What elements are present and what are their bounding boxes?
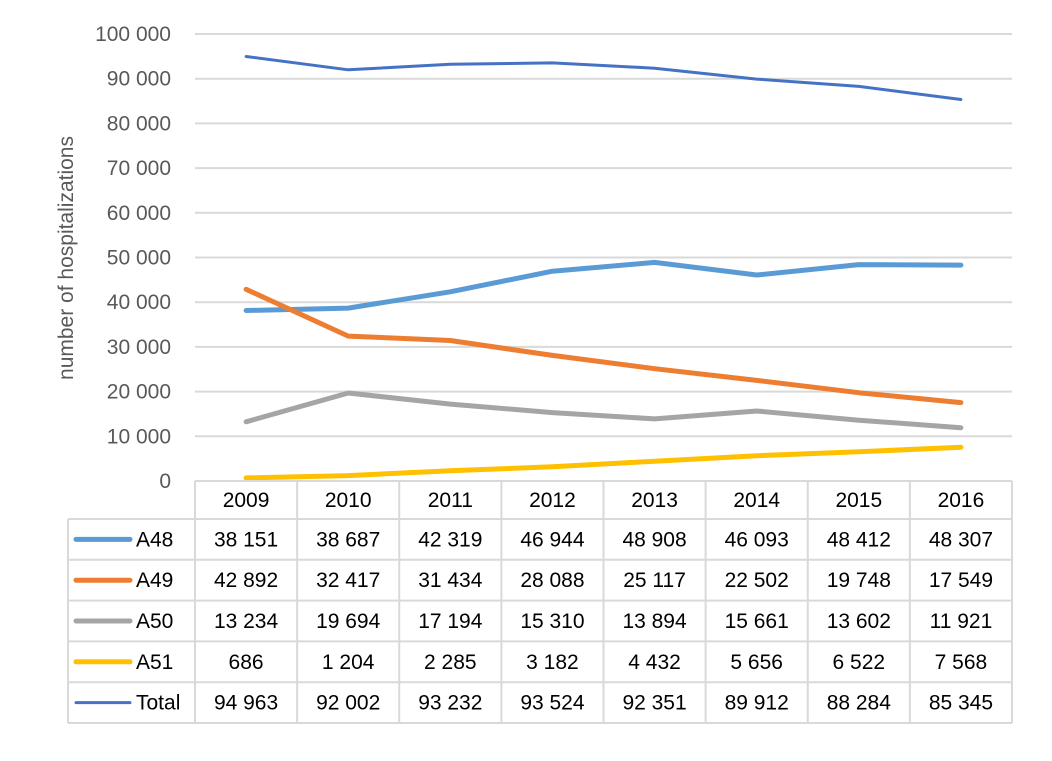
data-table-value: 7 568	[935, 651, 988, 674]
data-table-value: 15 310	[520, 610, 584, 633]
data-table-value: 42 319	[418, 528, 482, 551]
data-table-value: 88 284	[827, 692, 892, 715]
data-table-value: 46 093	[725, 528, 789, 551]
y-tick-label: 0	[159, 470, 171, 493]
data-table-value: 25 117	[623, 569, 686, 592]
x-tick-label: 2011	[428, 489, 473, 512]
x-tick-label: 2013	[631, 489, 678, 512]
data-table-value: 48 307	[929, 528, 993, 551]
series-lines	[243, 55, 964, 481]
data-table-value: 38 687	[316, 528, 380, 551]
data-table-value: 94 963	[214, 692, 278, 715]
y-tick-label: 40 000	[107, 291, 171, 314]
data-table-value: 4 432	[628, 651, 681, 674]
data-table-value: 48 908	[622, 528, 686, 551]
legend-label: A50	[136, 610, 173, 633]
data-table-value: 11 921	[930, 610, 993, 633]
data-table-value: 1 204	[322, 651, 375, 674]
data-table-value: 38 151	[214, 528, 278, 551]
data-table-value: 17 549	[929, 569, 993, 592]
data-table-value: 2 285	[424, 651, 477, 674]
y-tick-label: 70 000	[107, 157, 171, 180]
data-table: 2009 2010 2011 2012 2013 2014 2015 2016 A48 38 15…	[67, 480, 1013, 724]
data-table-value: 92 351	[622, 692, 686, 715]
data-table-value: 3 182	[526, 651, 579, 674]
data-table-value: 93 524	[520, 692, 585, 715]
series-line-a48	[243, 259, 964, 313]
data-table-value: 22 502	[725, 569, 789, 592]
legend-label: A48	[136, 528, 173, 551]
y-tick-label: 100 000	[95, 23, 171, 46]
y-tick-label: 10 000	[107, 425, 171, 448]
y-tick-label: 50 000	[107, 247, 171, 270]
y-tick-label: 30 000	[107, 336, 171, 359]
data-table-value: 13 894	[622, 610, 687, 633]
x-tick-label: 2015	[835, 489, 882, 512]
data-table-value: 28 088	[520, 569, 584, 592]
data-table-value: 46 944	[520, 528, 585, 551]
legend-label: Total	[136, 692, 180, 715]
data-table-value: 89 912	[725, 692, 789, 715]
y-axis-tick-labels: 0 10 000 20 000 30 000 40 000 50 000 60 000 70 …	[95, 23, 171, 493]
y-tick-label: 60 000	[107, 202, 171, 225]
series-line-total	[244, 55, 963, 101]
data-table-value: 92 002	[316, 692, 380, 715]
x-tick-label: 2016	[938, 489, 985, 512]
data-table-value: 85 345	[929, 692, 993, 715]
x-tick-label: 2009	[223, 489, 270, 512]
data-table-value: 42 892	[214, 569, 278, 592]
data-table-value: 13 602	[827, 610, 891, 633]
data-table-value: 13 234	[214, 610, 279, 633]
gridlines	[195, 33, 1012, 438]
y-tick-label: 90 000	[107, 68, 171, 91]
x-tick-label: 2010	[325, 489, 372, 512]
data-table-value: 48 412	[827, 528, 891, 551]
y-tick-label: 80 000	[107, 112, 171, 135]
series-line-a50	[243, 390, 964, 431]
series-line-a51	[243, 444, 964, 481]
data-table-value: 31 434	[418, 569, 483, 592]
data-table-value: 93 232	[418, 692, 482, 715]
legend-label: A49	[136, 569, 173, 592]
series-line-a49	[243, 286, 964, 406]
y-axis-label: number of hospitalizations	[55, 136, 78, 380]
data-table-value: 5 656	[730, 651, 783, 674]
data-table-value: 6 522	[833, 651, 886, 674]
data-table-value: 19 694	[316, 610, 381, 633]
legend-label: A51	[136, 651, 173, 674]
data-table-value: 17 194	[418, 610, 483, 633]
x-tick-label: 2014	[733, 489, 780, 512]
data-table-value: 32 417	[316, 569, 380, 592]
data-table-value: 15 661	[725, 610, 789, 633]
y-tick-label: 20 000	[107, 381, 171, 404]
data-table-value: 19 748	[827, 569, 891, 592]
data-table-value: 686	[229, 651, 264, 674]
x-tick-label: 2012	[529, 489, 576, 512]
